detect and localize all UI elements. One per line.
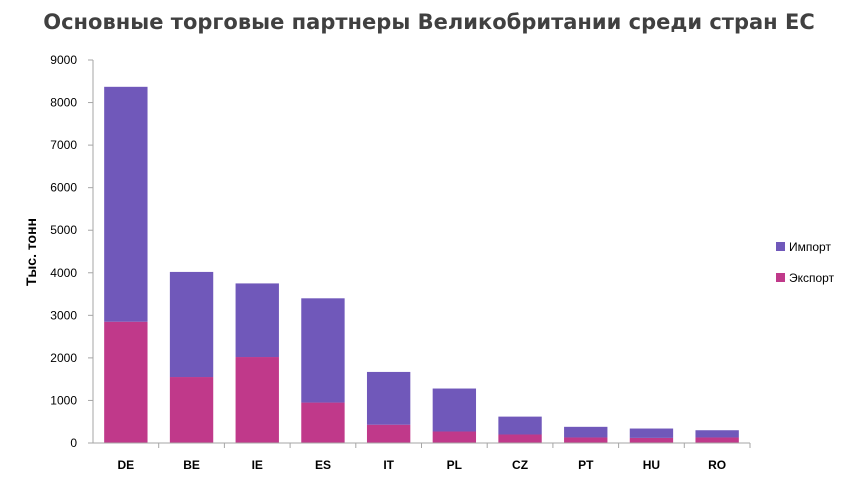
y-tick-label: 1000 (50, 393, 77, 407)
bar-hu-export (629, 437, 674, 443)
bar-ro-import (695, 430, 739, 438)
bar-pt-import (564, 426, 608, 438)
x-axis: DE BE IE ES IT PL CZ PT HU RO (93, 442, 751, 472)
bar-hu-import (629, 428, 674, 438)
bar-pl-export (432, 431, 477, 443)
bars (104, 86, 739, 443)
bar-it-export (366, 424, 411, 443)
legend: Импорт Экспорт (776, 240, 835, 285)
legend-label: Импорт (789, 240, 831, 254)
bar-es-export (301, 402, 345, 443)
x-category-label: HU (643, 458, 660, 472)
chart-title: Основные торговые партнеры Великобритани… (43, 10, 815, 34)
bar-ie-import (235, 283, 279, 358)
y-tick-label: 5000 (50, 223, 77, 237)
x-category-label: CZ (512, 458, 528, 472)
bar-es-import (301, 298, 345, 403)
y-axis-title: Тыс. тонн (23, 218, 39, 286)
y-tick-label: 0 (70, 436, 77, 450)
bar-pt-export (564, 437, 608, 443)
y-tick-label: 9000 (50, 53, 77, 67)
y-tick-label: 7000 (50, 138, 77, 152)
bar-it-import (366, 371, 411, 425)
bar-ro-export (695, 437, 739, 443)
y-tick-label: 2000 (50, 351, 77, 365)
legend-swatch (776, 242, 785, 251)
bar-be-import (169, 271, 214, 378)
y-tick-label: 4000 (50, 266, 77, 280)
x-category-label: IE (252, 458, 263, 472)
bar-de-import (104, 86, 148, 322)
x-category-label: BE (183, 458, 200, 472)
x-category-label: PL (447, 458, 462, 472)
bar-be-export (169, 377, 214, 443)
bar-cz-export (498, 434, 542, 443)
y-axis: 0 1000 2000 3000 4000 5000 6000 7000 8000 9000 (50, 53, 94, 450)
y-tick-label: 6000 (50, 181, 77, 195)
bar-pl-import (432, 388, 477, 432)
x-category-label: PT (578, 458, 594, 472)
x-category-label: IT (383, 458, 394, 472)
y-tick-label: 8000 (50, 96, 77, 110)
bar-cz-import (498, 416, 542, 435)
bar-de-export (104, 321, 148, 443)
bar-ie-export (235, 357, 279, 443)
x-category-label: ES (315, 458, 331, 472)
x-category-label: RO (708, 458, 726, 472)
legend-label: Экспорт (789, 271, 835, 285)
x-category-label: DE (118, 458, 135, 472)
y-tick-label: 3000 (50, 308, 77, 322)
legend-swatch (776, 273, 785, 282)
